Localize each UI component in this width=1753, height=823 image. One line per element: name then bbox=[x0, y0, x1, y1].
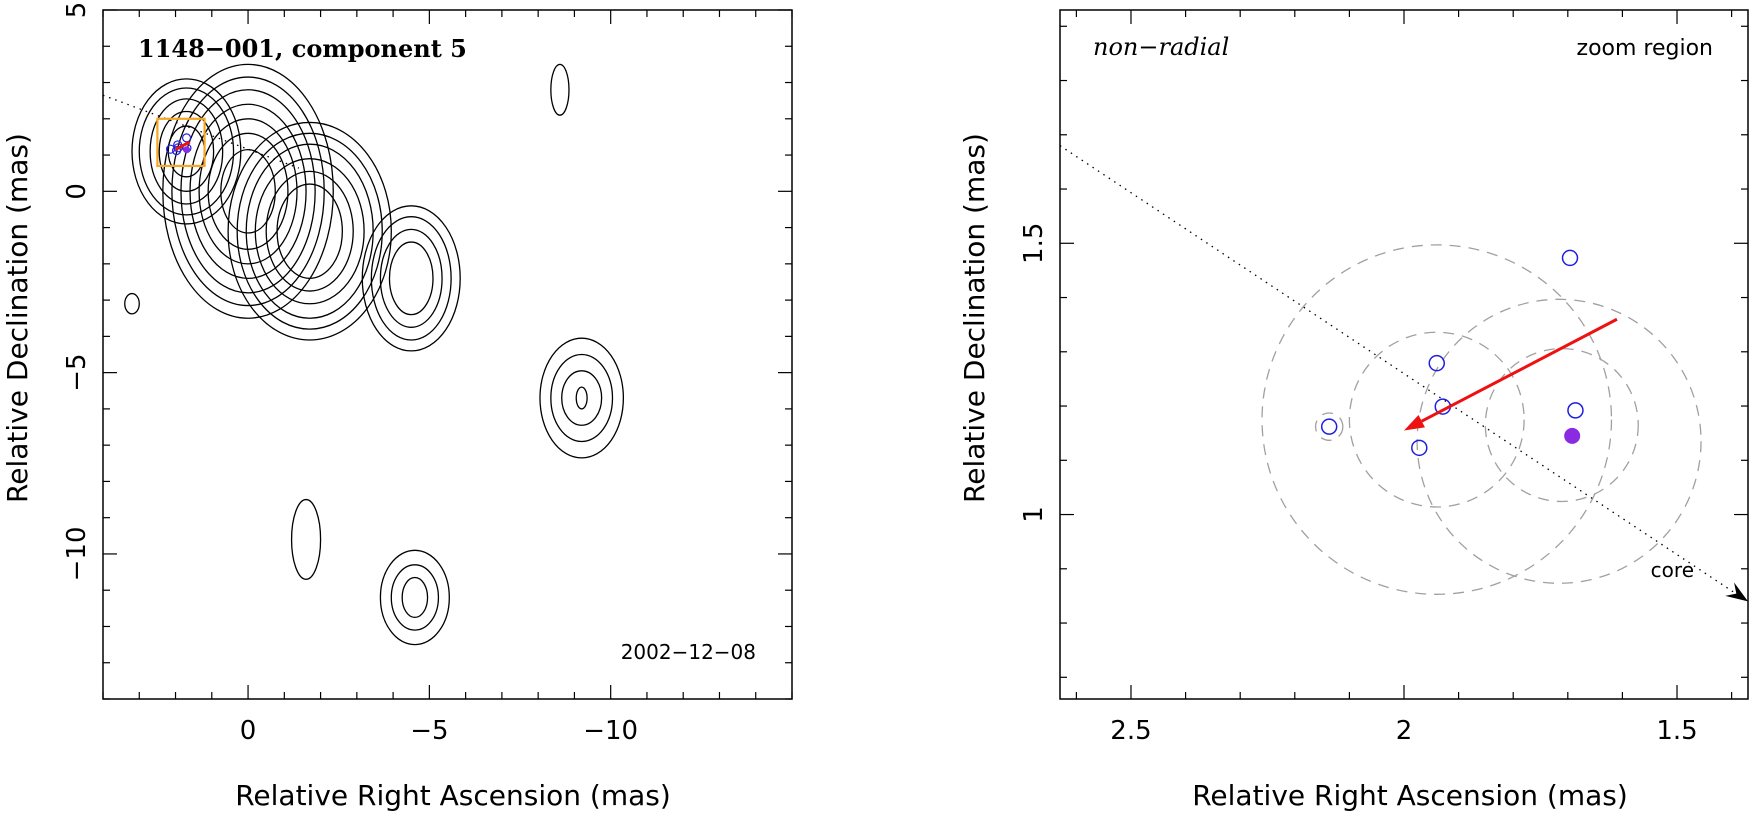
contour-level bbox=[550, 353, 614, 443]
plot-frame bbox=[102, 9, 793, 700]
x-tick-labels: 0 −5 −10 bbox=[240, 716, 638, 746]
mini-motion-vector bbox=[174, 140, 191, 151]
y-tick-label: −10 bbox=[62, 527, 92, 582]
chart-title: 1148−001, component 5 bbox=[138, 34, 467, 63]
core-arrowhead bbox=[1725, 582, 1748, 602]
filled-component-marker bbox=[1564, 427, 1581, 444]
contour-level bbox=[124, 292, 140, 315]
contour-level bbox=[236, 132, 383, 330]
uncertainty-circles bbox=[1261, 244, 1702, 595]
contour-level bbox=[550, 63, 570, 116]
contour-level bbox=[138, 87, 235, 216]
contour-level bbox=[390, 564, 440, 631]
contour-level bbox=[388, 241, 434, 316]
component-marker bbox=[1320, 418, 1338, 435]
mini-filled-marker bbox=[183, 146, 191, 154]
contour-level bbox=[276, 183, 343, 279]
contour-level bbox=[265, 170, 354, 292]
zoom-marker bbox=[156, 117, 206, 168]
jet-direction-line bbox=[102, 94, 300, 169]
contour-level bbox=[401, 576, 429, 619]
x-axis-label: Relative Right Ascension (mas) bbox=[235, 779, 671, 812]
uncertainty-circle bbox=[1261, 244, 1613, 595]
contour-level bbox=[131, 78, 242, 225]
y-tick-labels: 5 0 −5 −10 bbox=[62, 2, 92, 582]
contour-level bbox=[149, 98, 224, 205]
contour-level bbox=[370, 216, 452, 341]
mini-component-marker bbox=[181, 133, 192, 143]
contour-level bbox=[158, 110, 215, 192]
uncertainty-circle bbox=[1314, 412, 1344, 441]
core-label: core bbox=[1651, 558, 1694, 582]
x-tick-label: −5 bbox=[410, 716, 448, 746]
contour-level bbox=[361, 205, 461, 352]
motion-vector-shaft bbox=[1421, 317, 1618, 423]
y-tick-label: 1.5 bbox=[1019, 223, 1049, 264]
zoom-box bbox=[156, 117, 206, 168]
y-tick-label: −5 bbox=[62, 353, 92, 391]
component-marker bbox=[1561, 249, 1579, 267]
jet-direction-line bbox=[1059, 145, 1735, 593]
contour-level bbox=[561, 370, 603, 426]
x-tick-label: 1.5 bbox=[1656, 716, 1697, 746]
contour-level bbox=[245, 143, 374, 319]
x-axis-label: Relative Right Ascension (mas) bbox=[1192, 779, 1628, 812]
panel-contour-map: 0 −5 −10 5 0 −5 −10 1148−001, component 5 200… bbox=[1, 2, 793, 812]
component-positions bbox=[1320, 249, 1748, 602]
uncertainty-circle bbox=[1484, 347, 1639, 503]
contour-level bbox=[171, 76, 325, 307]
axis-ticks bbox=[102, 9, 793, 700]
y-tick-label: 1 bbox=[1019, 506, 1049, 523]
contour-level bbox=[180, 89, 316, 294]
y-axis-label: Relative Declination (mas) bbox=[1, 133, 34, 503]
uncertainty-circle bbox=[1348, 331, 1525, 508]
y-axis-label: Relative Declination (mas) bbox=[958, 133, 991, 503]
y-tick-label: 5 bbox=[62, 2, 92, 19]
x-tick-label: 0 bbox=[240, 716, 257, 746]
panel-title: non−radial bbox=[1093, 33, 1229, 61]
contour-level bbox=[379, 228, 443, 328]
contour-level bbox=[379, 549, 450, 646]
zoom-region-label: zoom region bbox=[1577, 36, 1713, 61]
x-tick-label: 2.5 bbox=[1110, 716, 1151, 746]
contour-level bbox=[198, 118, 298, 265]
plot-frame bbox=[1059, 9, 1749, 700]
y-tick-label: 0 bbox=[62, 183, 92, 200]
contour-level bbox=[290, 498, 322, 580]
contour-level bbox=[220, 148, 276, 234]
axis-ticks bbox=[1060, 10, 1748, 699]
contour-level bbox=[539, 337, 625, 459]
panel-zoom-region: 2.5 2 1.5 1.51 non−radial zoom region core… bbox=[958, 9, 1749, 812]
contour-level bbox=[254, 158, 365, 305]
y-tick-labels: 1.51 bbox=[1019, 223, 1049, 523]
mini-component-marker bbox=[171, 145, 182, 156]
motion-vector bbox=[1404, 317, 1618, 431]
component-marker bbox=[1411, 439, 1428, 457]
contour-group bbox=[124, 63, 625, 646]
contour-level bbox=[575, 386, 588, 410]
x-tick-labels: 2.5 2 1.5 bbox=[1110, 716, 1697, 746]
component-marker bbox=[1428, 354, 1446, 372]
contour-level bbox=[207, 132, 289, 250]
x-tick-label: 2 bbox=[1396, 716, 1413, 746]
component-marker bbox=[1567, 402, 1584, 419]
motion-vector-arrowhead bbox=[1404, 414, 1425, 431]
date-label: 2002−12−08 bbox=[621, 640, 756, 664]
x-tick-label: −10 bbox=[583, 716, 638, 746]
contour-level bbox=[227, 121, 392, 341]
uncertainty-circle bbox=[1416, 298, 1702, 584]
